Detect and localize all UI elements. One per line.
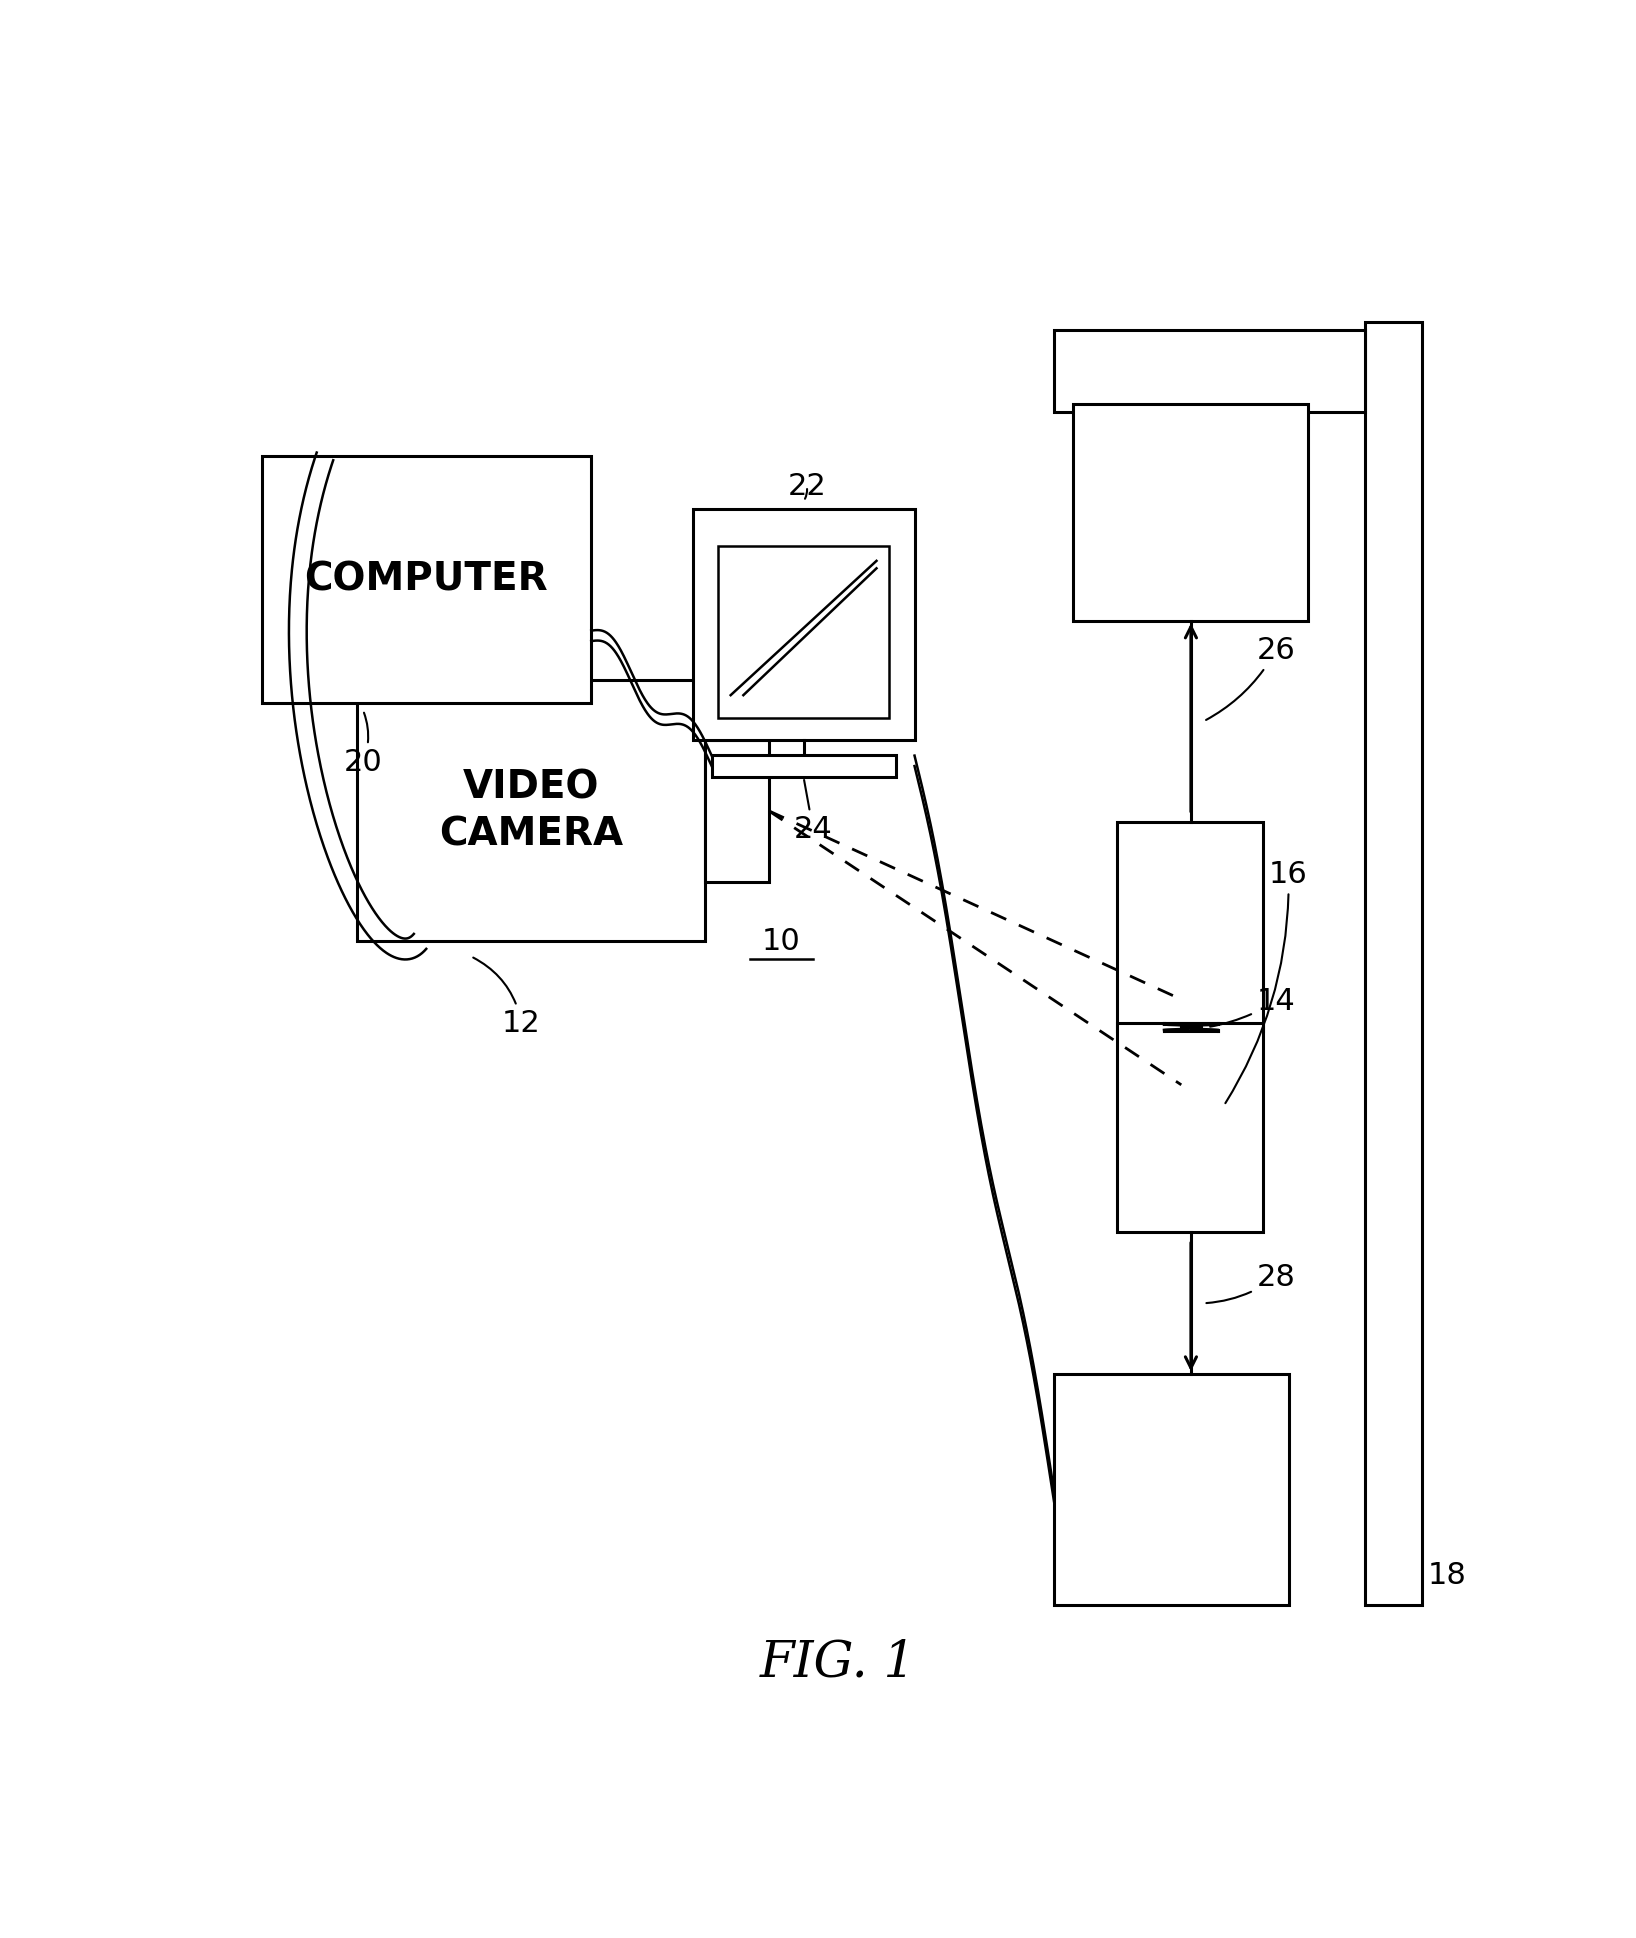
Bar — [718, 547, 890, 717]
Point — [1184, 1014, 1211, 1045]
Bar — [692, 508, 915, 740]
Point — [1175, 1012, 1201, 1043]
Text: VIDEO
CAMERA: VIDEO CAMERA — [438, 767, 623, 853]
Point — [1171, 1012, 1198, 1043]
Text: 26: 26 — [1206, 636, 1296, 719]
Point — [1178, 1014, 1204, 1045]
Point — [1171, 1014, 1198, 1045]
Point — [1171, 1014, 1198, 1045]
Point — [1186, 1014, 1212, 1045]
Bar — [712, 754, 895, 777]
Point — [1180, 1010, 1206, 1041]
Text: 24: 24 — [793, 779, 833, 843]
Point — [1168, 1014, 1194, 1045]
Point — [1171, 1012, 1198, 1043]
Text: 10: 10 — [762, 926, 800, 955]
Point — [1178, 1010, 1204, 1041]
Point — [1170, 1014, 1196, 1045]
Point — [1176, 1012, 1202, 1043]
Text: 14: 14 — [1211, 986, 1296, 1027]
Point — [1173, 1014, 1199, 1045]
Point — [1186, 1014, 1212, 1045]
Point — [1180, 1014, 1206, 1045]
Point — [1180, 1010, 1206, 1041]
Point — [1170, 1012, 1196, 1043]
Point — [1183, 1014, 1209, 1045]
Point — [1170, 1010, 1196, 1041]
Point — [1180, 1010, 1206, 1041]
Point — [1175, 1012, 1201, 1043]
Point — [1180, 1012, 1206, 1043]
Point — [1181, 1010, 1207, 1041]
Point — [1173, 1010, 1199, 1041]
Bar — [1364, 322, 1422, 1605]
Bar — [262, 457, 591, 703]
Text: COMPUTER: COMPUTER — [304, 560, 548, 599]
Text: 20: 20 — [344, 713, 383, 777]
Point — [1186, 1012, 1212, 1043]
Bar — [1117, 822, 1263, 1031]
Point — [1186, 1010, 1212, 1041]
Point — [1178, 1012, 1204, 1043]
Point — [1186, 1014, 1212, 1045]
Point — [1168, 1012, 1194, 1043]
Point — [1186, 1012, 1212, 1043]
Point — [1175, 1010, 1201, 1041]
Point — [1171, 1012, 1198, 1043]
Point — [1183, 1012, 1209, 1043]
Text: 18: 18 — [1428, 1562, 1467, 1589]
Point — [1184, 1012, 1211, 1043]
Point — [1180, 1014, 1206, 1045]
Point — [1171, 1012, 1198, 1043]
Text: 12: 12 — [473, 957, 542, 1039]
Point — [1170, 1010, 1196, 1041]
Bar — [1073, 405, 1307, 620]
Point — [1184, 1010, 1211, 1041]
Bar — [705, 740, 769, 882]
Point — [1181, 1014, 1207, 1045]
Point — [1171, 1012, 1198, 1043]
Point — [1183, 1010, 1209, 1041]
Point — [1170, 1014, 1196, 1045]
Point — [1181, 1010, 1207, 1041]
Bar — [1054, 329, 1364, 411]
Point — [1186, 1012, 1212, 1043]
Text: 16: 16 — [1225, 860, 1307, 1103]
Point — [1175, 1012, 1201, 1043]
Bar — [1117, 1023, 1263, 1233]
Point — [1175, 1012, 1201, 1043]
Text: 28: 28 — [1206, 1264, 1296, 1302]
Point — [1178, 1012, 1204, 1043]
Point — [1176, 1010, 1202, 1041]
Point — [1171, 1010, 1198, 1041]
Point — [1171, 1010, 1198, 1041]
Point — [1176, 1012, 1202, 1043]
Text: FIG. 1: FIG. 1 — [761, 1638, 916, 1688]
Point — [1186, 1014, 1212, 1045]
Point — [1170, 1014, 1196, 1045]
Point — [1175, 1012, 1201, 1043]
Point — [1186, 1012, 1212, 1043]
Text: 22: 22 — [787, 471, 826, 500]
Bar — [357, 680, 705, 942]
Point — [1170, 1012, 1196, 1043]
Point — [1173, 1014, 1199, 1045]
Point — [1175, 1014, 1201, 1045]
Point — [1180, 1012, 1206, 1043]
Bar — [1054, 1374, 1289, 1605]
